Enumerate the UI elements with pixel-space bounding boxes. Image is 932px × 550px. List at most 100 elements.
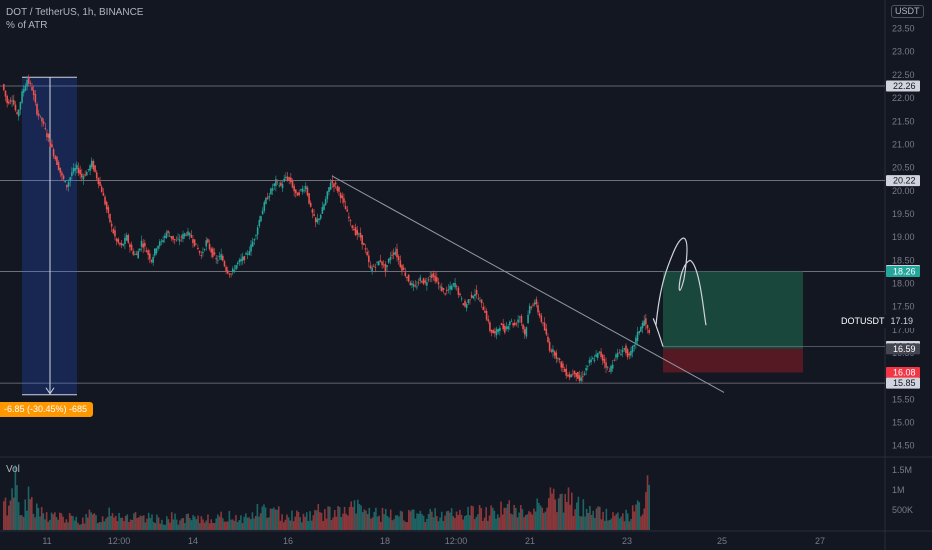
volume-bar [47, 521, 50, 530]
volume-bar [114, 515, 117, 530]
volume-bar [549, 487, 552, 530]
volume-bar [58, 512, 61, 530]
candle-body [203, 249, 206, 250]
time-tick-label[interactable]: 25 [717, 536, 727, 546]
price-tick-label[interactable]: 22.00 [892, 93, 915, 103]
candle-body [509, 321, 511, 325]
volume-bar [156, 514, 158, 530]
volume-bar [322, 520, 325, 530]
candle-body [288, 177, 290, 180]
volume-bar [559, 494, 562, 530]
volume-bar [123, 521, 125, 530]
price-tick-label[interactable]: 18.50 [892, 255, 915, 265]
volume-bar [12, 497, 15, 530]
candle-body [610, 365, 612, 372]
candle-body [582, 375, 584, 377]
volume-bar [187, 513, 190, 530]
volume-axis[interactable]: 1.5M 1M 500K [892, 465, 913, 515]
freehand-drawing[interactable] [652, 237, 707, 347]
candle-body [276, 180, 279, 182]
volume-bar [543, 512, 545, 530]
long-position-tool[interactable] [663, 271, 885, 373]
candle-body [49, 141, 52, 148]
time-tick-label[interactable]: 16 [283, 536, 293, 546]
price-tick-label[interactable]: 23.50 [892, 24, 915, 34]
candle-body [573, 370, 576, 374]
price-tick-label[interactable]: 15.00 [892, 418, 915, 428]
candle-body [62, 175, 65, 180]
candle-body [331, 180, 334, 184]
symbol-title[interactable]: DOT / TetherUS, 1h, BINANCE [6, 7, 144, 18]
time-axis[interactable]: 11 12:00 14 16 18 12:00 21 23 25 27 [42, 536, 825, 546]
candle-body [110, 223, 113, 227]
measure-tool[interactable] [22, 76, 77, 396]
candle-body [633, 344, 636, 347]
trend-line-segment[interactable] [331, 175, 725, 393]
indicator-title[interactable]: % of ATR [6, 20, 48, 31]
candle-body [537, 305, 539, 313]
price-tick-label[interactable]: 21.50 [892, 116, 915, 126]
candle-body [290, 177, 292, 183]
volume-bar [16, 485, 18, 530]
time-tick-label[interactable]: 11 [42, 536, 51, 546]
price-tick-label[interactable]: 17.50 [892, 302, 915, 312]
volume-tick-label[interactable]: 1M [892, 485, 905, 495]
candle-body [114, 230, 116, 237]
candle-body [396, 248, 398, 258]
time-tick-label[interactable]: 21 [525, 536, 535, 546]
price-tick-label[interactable]: 18.00 [892, 278, 915, 288]
candle-body [381, 261, 383, 266]
price-axis[interactable]: 23.50 23.00 22.50 22.00 21.50 21.00 20.50 20.00… [892, 24, 915, 451]
volume-bar [506, 503, 509, 530]
volume-bar [131, 519, 134, 530]
volume-bar [133, 513, 135, 530]
price-tick-label[interactable]: 23.00 [892, 47, 915, 57]
volume-bar [86, 517, 89, 530]
volume-bar [447, 510, 450, 530]
volume-bar [118, 513, 120, 530]
price-tick-label[interactable]: 19.00 [892, 232, 915, 242]
candle-body [149, 253, 151, 260]
time-tick-label[interactable]: 14 [188, 536, 198, 546]
volume-bar [314, 509, 316, 530]
time-tick-label[interactable]: 18 [380, 536, 390, 546]
time-tick-label[interactable]: 12:00 [108, 536, 131, 546]
volume-bar [50, 512, 53, 530]
volume-bar [617, 512, 619, 530]
volume-bar [584, 516, 586, 530]
candle-body [90, 160, 93, 168]
volume-bar [85, 513, 87, 530]
volume-bar [292, 521, 295, 530]
price-tick-label[interactable]: 20.50 [892, 163, 915, 173]
volume-tick-label[interactable]: 1.5M [892, 465, 912, 475]
price-tick-label[interactable]: 15.50 [892, 394, 915, 404]
time-tick-label[interactable]: 23 [622, 536, 632, 546]
volume-bar [54, 512, 56, 530]
price-tick-label[interactable]: 14.50 [892, 441, 915, 451]
target-zone[interactable] [663, 271, 803, 349]
price-tick-label[interactable]: 19.50 [892, 209, 915, 219]
price-tick-label[interactable]: 21.00 [892, 139, 915, 149]
currency-badge[interactable]: USDT [891, 5, 924, 18]
volume-bar [254, 515, 257, 530]
measure-arrow-head [45, 387, 55, 395]
volume-bar [111, 513, 114, 530]
freehand-path[interactable] [652, 237, 707, 347]
volume-bar [401, 511, 404, 530]
time-tick-label[interactable]: 12:00 [445, 536, 468, 546]
price-tick-label[interactable]: 17.00 [892, 325, 915, 335]
volume-tick-label[interactable]: 500K [892, 505, 913, 515]
stop-zone[interactable] [663, 348, 803, 373]
price-tick-label[interactable]: 22.50 [892, 70, 915, 80]
volume-bar [431, 511, 433, 530]
price-tick-label[interactable]: 20.00 [892, 186, 915, 196]
trend-line[interactable] [331, 175, 725, 393]
volume-bar [225, 521, 227, 530]
price-label-text: 15.85 [893, 378, 916, 388]
volume-bar [516, 517, 519, 530]
volume-bar [403, 520, 405, 530]
volume-bar [491, 507, 494, 530]
time-tick-label[interactable]: 27 [815, 536, 825, 546]
candle-body [226, 270, 229, 274]
